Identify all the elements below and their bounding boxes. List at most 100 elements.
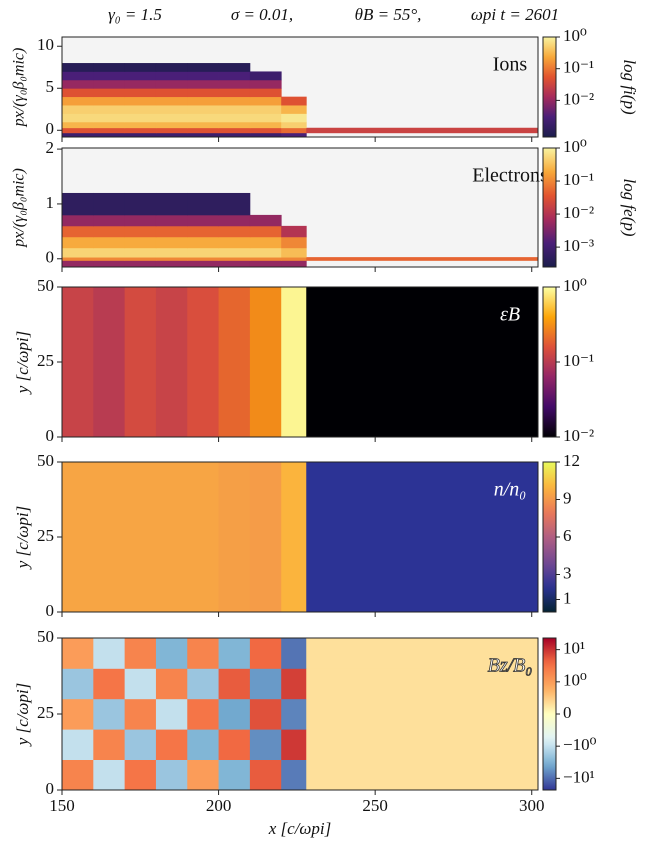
heatmap-cell <box>93 63 126 72</box>
heatmap-cell <box>249 638 282 669</box>
heatmap-cell <box>93 192 126 216</box>
colorbar-tick-label: 10⁰ <box>563 671 587 690</box>
heatmap-cell <box>187 113 219 123</box>
heatmap-cell <box>218 79 251 89</box>
heatmap-cell <box>187 759 219 791</box>
heatmap-cell <box>187 287 219 438</box>
title-part: θB = 55°, <box>355 5 422 24</box>
heatmap-cell <box>62 127 94 134</box>
heatmap-cell <box>124 638 157 669</box>
heatmap-cell <box>93 287 126 438</box>
heatmap-cell <box>218 192 251 216</box>
heatmap-cell <box>93 214 126 227</box>
colorbar-tick-label: 10⁻² <box>563 203 594 222</box>
heatmap-cell <box>249 105 282 114</box>
heatmap-cell <box>62 729 94 760</box>
heatmap-cell <box>281 462 307 613</box>
heatmap-cell <box>124 729 157 760</box>
colorbar-tick-label: 6 <box>563 526 572 545</box>
panel-annotation: n/n₀ <box>494 479 527 501</box>
y-tick-label: 0 <box>46 119 55 138</box>
heatmap-cell <box>124 127 157 134</box>
heatmap-cell <box>187 729 219 760</box>
x-tick-label: 250 <box>362 796 388 815</box>
heatmap-cell <box>93 668 126 700</box>
y-axis-label: px/(γ₀β₀mic) <box>11 168 28 248</box>
y-tick-label: 25 <box>37 703 54 722</box>
heatmap-cell <box>281 236 307 249</box>
heatmap-cell <box>62 638 94 669</box>
heatmap-cell <box>124 121 157 129</box>
heatmap-cell <box>93 96 126 106</box>
colorbar-tick-label: 3 <box>563 563 572 582</box>
heatmap-cell <box>281 287 307 438</box>
heatmap-cell <box>124 71 157 81</box>
heatmap-cell <box>155 121 188 129</box>
heatmap-cell <box>93 105 126 114</box>
panel-annotation: εB <box>500 304 520 326</box>
heatmap-cell <box>281 729 307 760</box>
heatmap-cell <box>124 462 157 613</box>
heatmap-cell <box>124 287 157 438</box>
colorbar-tick-label: 10⁰ <box>563 137 587 156</box>
heatmap-cell <box>155 287 188 438</box>
heatmap-cell <box>218 462 251 613</box>
colorbar-tick-label: 10⁻¹ <box>563 170 594 189</box>
colorbar <box>542 637 557 791</box>
heatmap-cell <box>281 132 307 138</box>
heatmap-cell <box>281 225 307 238</box>
heatmap-cell <box>218 698 251 730</box>
plot-frame <box>61 147 539 268</box>
colorbar-tick-label: 10⁻² <box>563 89 594 108</box>
heatmap-cell <box>155 638 188 669</box>
heatmap-cell <box>62 287 94 438</box>
heatmap-cell <box>281 105 307 114</box>
heatmap-cell <box>249 247 282 258</box>
heatmap-cell <box>281 113 307 123</box>
heatmap-cell <box>62 462 94 613</box>
heatmap-cell <box>93 225 126 238</box>
heatmap-cell <box>93 247 126 258</box>
heatmap-cell <box>187 121 219 129</box>
heatmap-cell <box>155 71 188 81</box>
heatmap-cell <box>249 260 282 268</box>
heatmap-cell <box>93 257 126 261</box>
heatmap-cell <box>62 88 94 98</box>
heatmap-cell <box>124 759 157 791</box>
heatmap-cell <box>249 132 282 138</box>
heatmap-cell <box>249 127 282 134</box>
heatmap-cell <box>93 638 126 669</box>
heatmap-cell <box>62 96 94 106</box>
colorbar-tick-label: 10⁻² <box>563 426 594 445</box>
heatmap-cell <box>124 63 157 72</box>
heatmap-cell <box>218 668 251 700</box>
heatmap-cell <box>249 729 282 760</box>
heatmap-cell <box>306 729 539 760</box>
heatmap-cell <box>306 287 539 438</box>
colorbar <box>542 36 557 138</box>
heatmap-cell <box>249 287 282 438</box>
colorbar <box>542 147 557 268</box>
heatmap-cell <box>187 88 219 98</box>
y-tick-label: 10 <box>37 35 54 54</box>
y-tick-label: 0 <box>46 426 55 445</box>
heatmap-cell <box>62 257 94 261</box>
colorbar <box>542 286 557 438</box>
heatmap-cell <box>155 132 188 138</box>
heatmap-cell <box>218 759 251 791</box>
heatmap-cell <box>218 638 251 669</box>
heatmap-cell <box>93 462 126 613</box>
heatmap-cell <box>218 214 251 227</box>
heatmap-cell <box>62 113 94 123</box>
heatmap-cell <box>155 127 188 134</box>
heatmap-cell <box>93 71 126 81</box>
heatmap-cell <box>187 127 219 134</box>
heatmap-cell <box>187 225 219 238</box>
heatmap-cell <box>93 113 126 123</box>
heatmap-cell <box>93 236 126 249</box>
heatmap-cell <box>155 63 188 72</box>
heatmap-cell <box>249 121 282 129</box>
heatmap-cell <box>155 96 188 106</box>
heatmap-cell <box>281 759 307 791</box>
